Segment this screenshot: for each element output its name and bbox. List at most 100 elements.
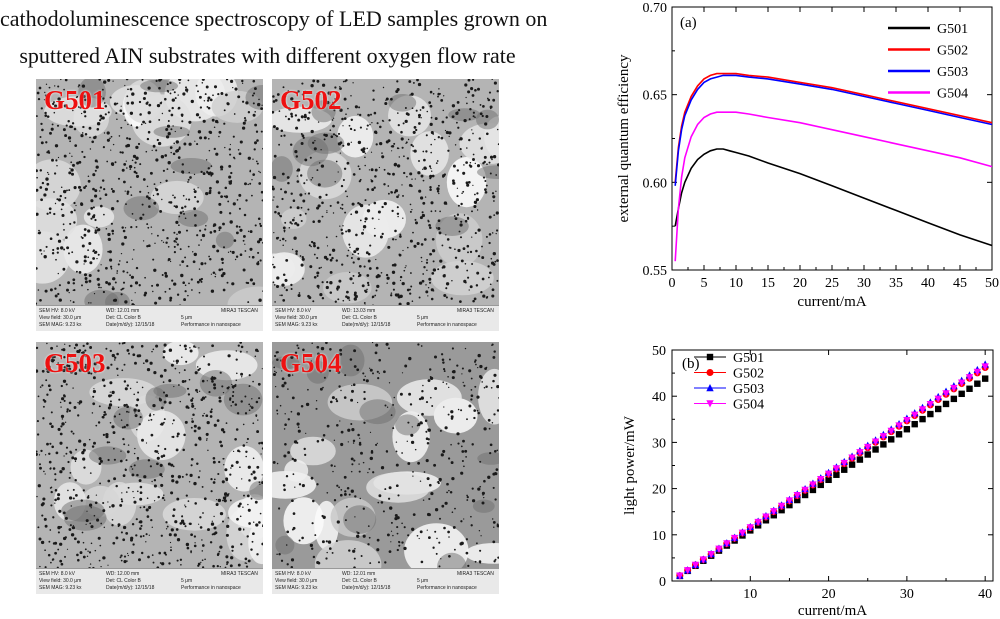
series-line-g503: [674, 74, 993, 186]
x-tick-label: 40: [978, 587, 992, 602]
y-tick-label: 0: [659, 575, 666, 590]
point-g504: [715, 545, 723, 553]
point-g504: [770, 508, 778, 516]
sem-detector: Det: CL Color B: [342, 315, 377, 321]
panel-label: G501: [44, 85, 106, 115]
point-g501: [864, 451, 871, 458]
point-g504: [832, 465, 841, 473]
point-g501: [872, 446, 879, 453]
point-g504: [730, 534, 739, 543]
sem-detector: Det: CL Color B: [342, 578, 377, 584]
x-tick-label: 50: [985, 276, 999, 291]
x-tick-label: 10: [743, 587, 757, 602]
point-g504: [864, 443, 872, 452]
legend-label-g503: G503: [733, 382, 764, 397]
legend-marker-g503: [706, 384, 714, 392]
legend-label-g502: G502: [937, 44, 968, 59]
legend-marker-g502: [706, 369, 714, 376]
point-g504: [887, 427, 895, 435]
y-tick-label: 0.70: [643, 1, 668, 16]
sem-view-field: View field: 30.0 μm: [275, 315, 318, 321]
point-g504: [699, 556, 708, 564]
point-g504: [817, 475, 825, 484]
panel-label: G504: [280, 348, 342, 378]
point-g504: [785, 497, 794, 505]
point-g504: [824, 470, 833, 478]
sem-date: Date(m/d/y): 12/15/18: [342, 322, 391, 328]
point-g501: [833, 471, 840, 478]
sem-date: Date(m/d/y): 12/15/18: [106, 322, 155, 328]
point-g504: [746, 524, 754, 532]
panel-label: G503: [44, 348, 106, 378]
sem-mag: SEM MAG: 9.23 kx: [275, 322, 318, 328]
point-g504: [848, 454, 856, 462]
point-g504: [723, 540, 731, 548]
point-g501: [888, 436, 895, 443]
point-g501: [817, 481, 824, 489]
point-g501: [794, 496, 801, 504]
legend-label-g504: G504: [937, 87, 968, 102]
micrograph-g501: G501 SEM HV: 8.0 kV WD: 12.01 mm MIRA3 TESC…: [36, 79, 263, 331]
header-line-1: cathodoluminescence spectroscopy of LED …: [0, 6, 548, 31]
point-g501: [801, 491, 809, 499]
sem-view-field: View field: 30.0 μm: [275, 578, 318, 584]
micrograph-image: [36, 79, 263, 306]
point-g504: [809, 481, 817, 489]
sem-detector: Det: CL Color B: [106, 578, 141, 584]
series-line-g502: [674, 72, 993, 183]
point-g504: [918, 406, 927, 414]
sem-hv: SEM HV: 8.0 kV: [39, 308, 75, 314]
y-tick-label: 0.65: [643, 89, 668, 104]
point-g504: [981, 363, 989, 371]
legend-label-g503: G503: [937, 65, 968, 80]
micrograph-image: [272, 79, 499, 306]
sem-info-bar: SEM HV: 8.0 kV WD: 12.00 mm MIRA3 TESCAN Vi…: [36, 568, 263, 594]
point-g501: [974, 380, 981, 387]
sem-detector: Det: CL Color B: [106, 315, 141, 321]
micrograph-image: [272, 342, 499, 569]
micrograph-g504: G504 SEM HV: 8.0 kV WD: 12.01 mm MIRA3 TESC…: [272, 342, 499, 594]
point-g504: [942, 390, 950, 398]
sem-date: Date(m/d/y): 12/15/18: [342, 585, 391, 591]
point-g501: [942, 400, 950, 408]
y-axis-label: external quantum efficiency: [616, 54, 632, 222]
point-g501: [856, 456, 864, 463]
point-g504: [965, 374, 974, 382]
point-g501: [966, 385, 973, 392]
y-tick-label: 40: [652, 390, 666, 405]
point-g501: [895, 431, 903, 438]
x-tick-label: 20: [793, 276, 807, 291]
point-g504: [926, 400, 935, 409]
legend-label-g501: G501: [733, 351, 764, 366]
sem-wd: WD: 12.01 mm: [106, 308, 140, 314]
point-g501: [919, 415, 926, 423]
point-g504: [683, 567, 692, 575]
sem-info-bar: SEM HV: 8.0 kV WD: 13.03 mm MIRA3 TESCAN Vi…: [272, 305, 499, 331]
sem-wd: WD: 13.03 mm: [342, 308, 376, 314]
point-g504: [801, 486, 809, 494]
x-tick-label: 45: [953, 276, 967, 291]
legend-marker-g504: [706, 400, 714, 408]
point-g501: [950, 395, 958, 403]
micrograph-g503: G503 SEM HV: 8.0 kV WD: 12.00 mm MIRA3 TESC…: [36, 342, 263, 594]
sem-view-field: View field: 30.0 μm: [39, 578, 82, 584]
sem-wd: WD: 12.00 mm: [106, 571, 140, 577]
x-tick-label: 30: [857, 276, 871, 291]
y-tick-label: 10: [652, 529, 666, 544]
point-g501: [778, 506, 785, 514]
sem-performance: Performance in nanospace: [181, 322, 241, 328]
sem-hv: SEM HV: 8.0 kV: [275, 571, 311, 577]
point-g504: [895, 422, 903, 430]
point-g501: [880, 441, 887, 448]
sem-hv: SEM HV: 8.0 kV: [39, 571, 75, 577]
x-tick-label: 40: [921, 276, 935, 291]
point-g504: [871, 438, 880, 446]
point-g501: [934, 405, 942, 413]
sem-brand: MIRA3 TESCAN: [457, 571, 494, 577]
point-g504: [707, 551, 715, 559]
point-g504: [934, 395, 942, 403]
point-g504: [762, 513, 770, 521]
micrograph-g502: G502 SEM HV: 8.0 kV WD: 13.03 mm MIRA3 TESC…: [272, 79, 499, 331]
